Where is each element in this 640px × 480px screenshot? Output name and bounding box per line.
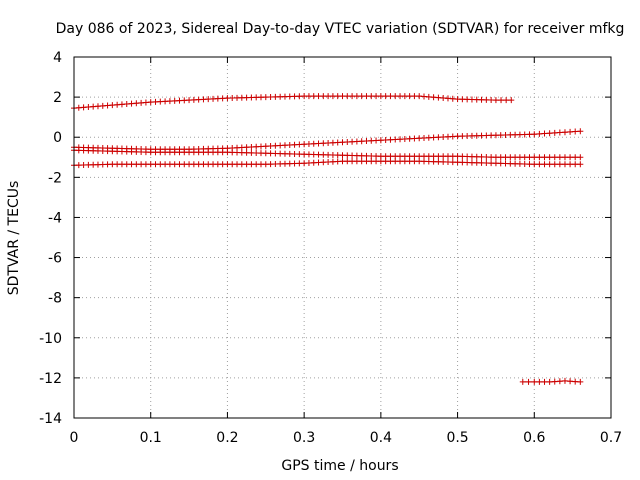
y-tick-label: -14 — [39, 411, 62, 427]
y-tick-label: -12 — [39, 371, 62, 387]
data-point — [561, 129, 568, 136]
x-tick-labels: 0 0.1 0.2 0.3 0.4 0.5 0.6 0.7 — [70, 430, 623, 446]
data-point — [556, 378, 563, 385]
grid-lines — [74, 57, 611, 418]
x-tick-label: 0.7 — [600, 430, 622, 446]
y-tick-labels: 4 2 0 -2 -4 -6 -8 -10 -12 -14 — [39, 50, 62, 427]
data-point — [556, 161, 563, 168]
data-point — [531, 378, 538, 385]
data-point — [572, 154, 579, 161]
data-point — [572, 161, 579, 168]
series-sat-e — [519, 377, 584, 385]
x-tick-label: 0.5 — [446, 430, 468, 446]
y-tick-label: 4 — [53, 50, 62, 66]
data-point — [531, 154, 538, 161]
series-sat-c — [71, 147, 584, 161]
data-point — [551, 161, 558, 168]
data-point — [536, 378, 543, 385]
data-point — [561, 161, 568, 168]
data-point — [519, 378, 526, 385]
data-point — [546, 378, 553, 385]
data-point — [492, 97, 499, 104]
y-tick-label: -10 — [39, 331, 62, 347]
data-point — [561, 377, 568, 384]
data-point — [577, 154, 584, 161]
data-point — [525, 378, 532, 385]
series-sat-a — [71, 93, 515, 112]
data-point — [536, 130, 543, 137]
y-tick-label: 2 — [53, 90, 62, 106]
data-point — [572, 128, 579, 135]
data-point — [567, 161, 574, 168]
y-tick-label: -4 — [48, 210, 62, 226]
data-point — [498, 97, 505, 104]
data-point — [577, 128, 584, 135]
series-line — [73, 130, 581, 150]
data-point — [567, 128, 574, 135]
data-point — [536, 161, 543, 168]
data-point — [531, 161, 538, 168]
plot-frame — [73, 56, 612, 419]
y-tick-label: -2 — [48, 170, 62, 186]
chart-title: Day 086 of 2023, Sidereal Day-to-day VTE… — [56, 21, 625, 37]
y-tick-label: -6 — [48, 251, 62, 267]
x-tick-label: 0.4 — [370, 430, 392, 446]
data-point — [567, 378, 574, 385]
data-point — [577, 161, 584, 168]
x-tick-label: 0.3 — [293, 430, 315, 446]
data-point — [503, 97, 510, 104]
plot-data — [71, 93, 584, 385]
y-tick-label: 0 — [53, 130, 62, 146]
data-point — [546, 161, 553, 168]
x-axis-label: GPS time / hours — [281, 458, 398, 474]
axis-ticks — [73, 56, 612, 419]
data-point — [508, 97, 515, 104]
y-tick-label: -8 — [48, 291, 62, 307]
data-point — [556, 129, 563, 136]
data-point — [551, 378, 558, 385]
series-sat-d — [71, 158, 584, 169]
data-point — [531, 131, 538, 138]
series-line — [73, 149, 581, 158]
data-point — [546, 130, 553, 137]
x-tick-label: 0.6 — [523, 430, 545, 446]
y-axis-label: SDTVAR / TECUs — [6, 181, 22, 296]
data-point — [577, 378, 584, 385]
x-tick-label: 0.1 — [140, 430, 162, 446]
data-point — [541, 378, 548, 385]
data-point — [551, 129, 558, 136]
data-point — [541, 130, 548, 137]
data-point — [536, 154, 543, 161]
x-tick-label: 0 — [70, 430, 79, 446]
series-sat-b — [71, 128, 584, 153]
data-point — [541, 161, 548, 168]
data-point — [556, 154, 563, 161]
data-point — [561, 154, 568, 161]
x-tick-label: 0.2 — [216, 430, 238, 446]
data-point — [551, 154, 558, 161]
data-point — [567, 154, 574, 161]
data-point — [541, 154, 548, 161]
data-point — [572, 378, 579, 385]
data-point — [546, 154, 553, 161]
